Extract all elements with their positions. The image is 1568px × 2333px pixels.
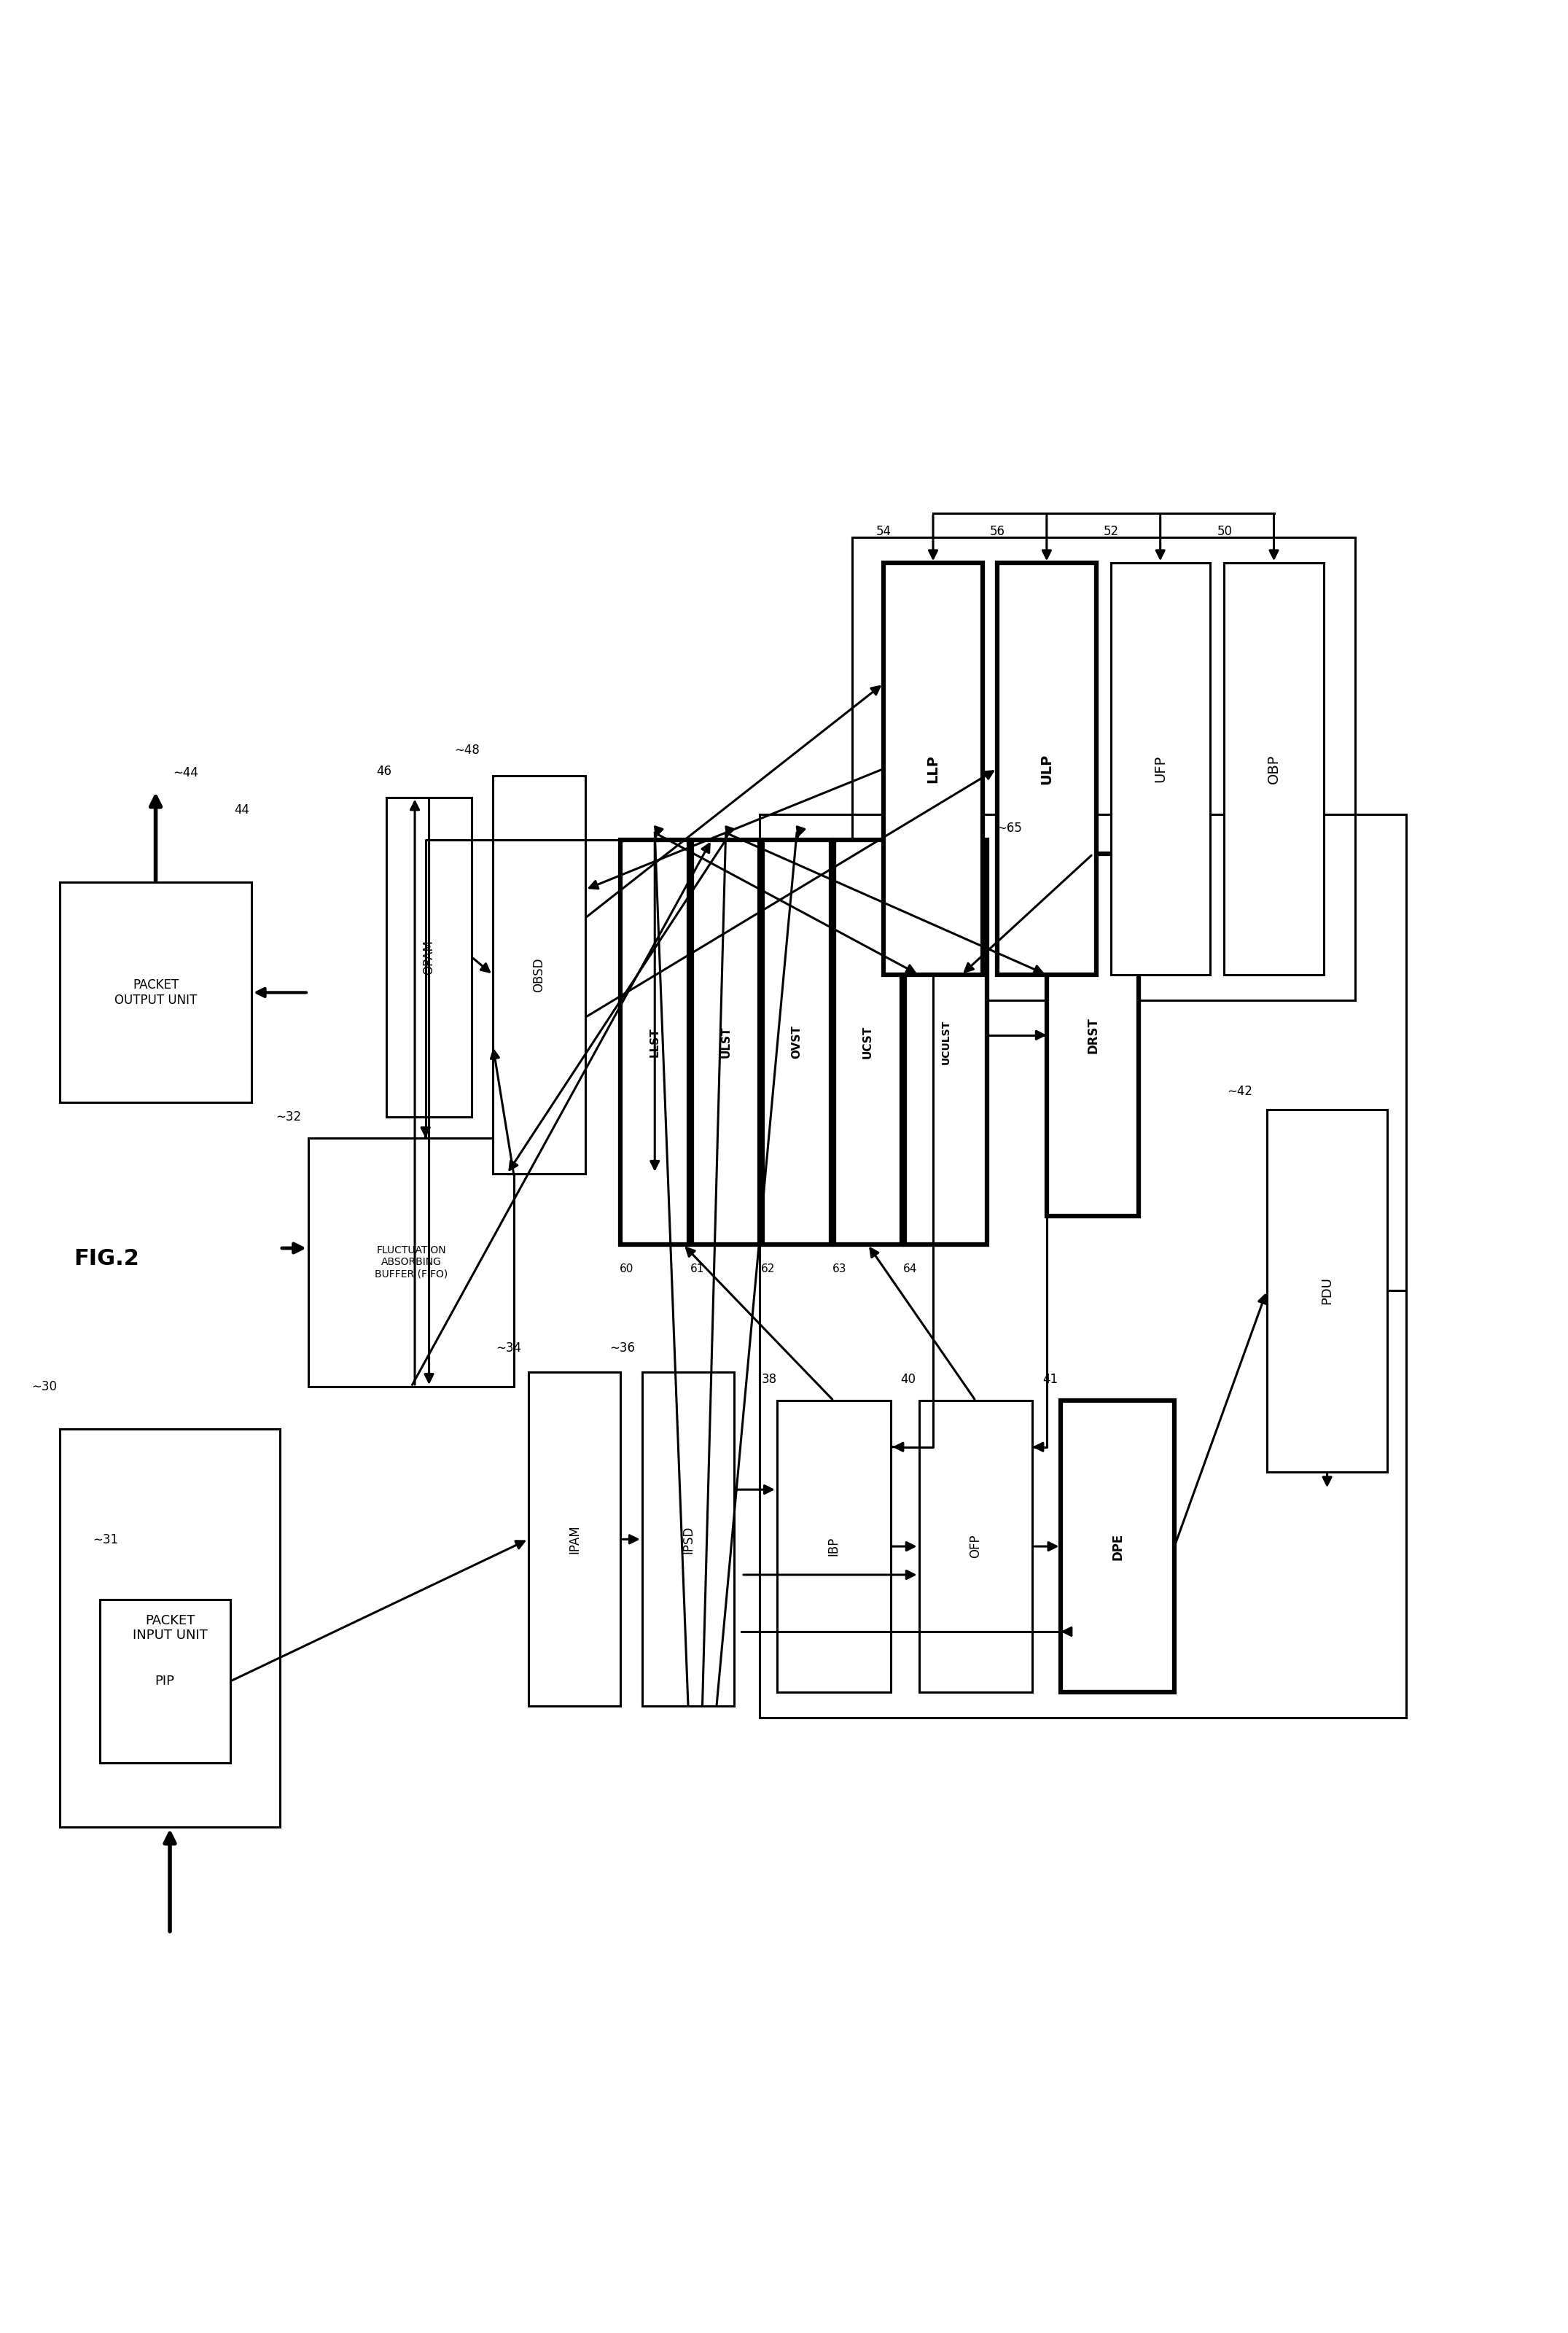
Bar	[776, 1400, 891, 1691]
Text: ∼36: ∼36	[610, 1341, 635, 1355]
Bar	[883, 562, 983, 975]
Text: 54: 54	[877, 525, 892, 539]
Bar	[834, 840, 902, 1243]
Bar	[851, 537, 1355, 1001]
Text: ∼48: ∼48	[455, 744, 480, 756]
Bar	[492, 777, 585, 1173]
Text: 60: 60	[619, 1262, 633, 1274]
Text: 38: 38	[762, 1372, 776, 1386]
Bar	[60, 1430, 281, 1827]
Text: OBSD: OBSD	[533, 957, 546, 992]
Text: 56: 56	[989, 525, 1005, 539]
Text: 61: 61	[690, 1262, 704, 1274]
Text: PACKET
INPUT UNIT: PACKET INPUT UNIT	[132, 1614, 207, 1642]
Text: UCST: UCST	[862, 1027, 873, 1059]
Text: FLUCTUATION
ABSORBING
BUFFER (FIFO): FLUCTUATION ABSORBING BUFFER (FIFO)	[375, 1246, 448, 1278]
Text: ∼34: ∼34	[495, 1341, 521, 1355]
Text: ∼42: ∼42	[1228, 1085, 1253, 1099]
Bar	[997, 562, 1096, 975]
Text: ∼31: ∼31	[93, 1533, 118, 1547]
Text: 63: 63	[833, 1262, 847, 1274]
Text: 64: 64	[903, 1262, 917, 1274]
Bar	[621, 840, 688, 1243]
Text: OVST: OVST	[792, 1027, 803, 1059]
Text: UFP: UFP	[1154, 756, 1167, 782]
Bar	[762, 840, 831, 1243]
Bar	[100, 1600, 230, 1764]
Text: PDU: PDU	[1320, 1276, 1334, 1304]
Text: OPAM: OPAM	[422, 940, 436, 975]
Text: ULST: ULST	[720, 1027, 731, 1059]
Bar	[919, 1400, 1032, 1691]
Text: PIP: PIP	[155, 1675, 174, 1687]
Bar	[905, 840, 986, 1243]
Text: IBP: IBP	[828, 1537, 840, 1556]
Bar	[1062, 1400, 1174, 1691]
Text: OFP: OFP	[969, 1535, 982, 1558]
Text: 44: 44	[235, 803, 249, 817]
Text: IPSD: IPSD	[682, 1526, 695, 1554]
Text: ∼30: ∼30	[31, 1381, 56, 1393]
Text: UCULST: UCULST	[941, 1020, 950, 1064]
Bar	[60, 882, 251, 1104]
Text: DRST: DRST	[1087, 1017, 1099, 1052]
Text: LLP: LLP	[927, 754, 941, 784]
Text: 41: 41	[1043, 1372, 1058, 1386]
Bar	[1267, 1111, 1388, 1472]
Text: ULP: ULP	[1040, 754, 1054, 784]
Text: 50: 50	[1217, 525, 1232, 539]
Bar	[528, 1372, 621, 1705]
Bar	[386, 798, 472, 1118]
Text: 40: 40	[900, 1372, 916, 1386]
Text: OBP: OBP	[1267, 754, 1281, 784]
Text: LLST: LLST	[649, 1027, 660, 1057]
Text: 62: 62	[762, 1262, 776, 1274]
Bar	[641, 1372, 734, 1705]
Text: PACKET
OUTPUT UNIT: PACKET OUTPUT UNIT	[114, 978, 198, 1006]
Bar	[1047, 854, 1138, 1215]
Text: DPE: DPE	[1112, 1533, 1124, 1561]
Text: FIG.2: FIG.2	[74, 1248, 140, 1269]
Bar	[309, 1139, 514, 1386]
Text: 52: 52	[1104, 525, 1120, 539]
Text: IPAM: IPAM	[568, 1526, 582, 1554]
Bar	[1110, 562, 1210, 975]
Text: 46: 46	[376, 765, 392, 779]
Text: ∼32: ∼32	[276, 1111, 301, 1125]
Text: ∼65: ∼65	[997, 821, 1022, 835]
Bar	[691, 840, 760, 1243]
Bar	[1225, 562, 1323, 975]
Bar	[760, 814, 1406, 1717]
Text: ∼44: ∼44	[172, 768, 198, 779]
